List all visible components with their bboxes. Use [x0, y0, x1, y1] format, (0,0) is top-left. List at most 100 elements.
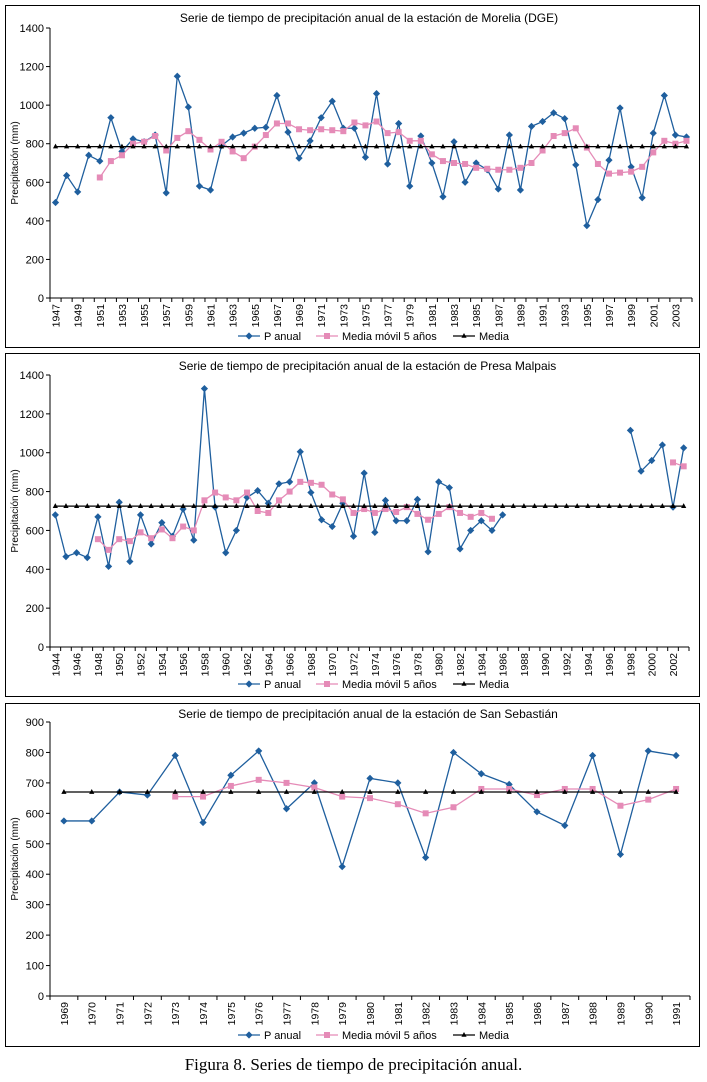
data-point-media-movil — [645, 796, 652, 803]
data-point-media — [108, 143, 114, 149]
data-point-p-anual — [306, 137, 314, 145]
data-point-media — [52, 143, 59, 149]
data-point-media-movil — [561, 785, 568, 792]
data-point-media-movil — [414, 510, 421, 517]
data-point-media — [539, 143, 546, 149]
data-point-p-anual — [627, 163, 635, 171]
data-point-media — [74, 503, 80, 508]
x-tick-label: 1973 — [338, 304, 350, 328]
data-point-p-anual — [616, 850, 625, 859]
data-point-media — [116, 789, 123, 794]
y-tick-label: 200 — [26, 603, 44, 615]
data-point-media-movil — [533, 792, 540, 799]
data-point-media — [450, 789, 457, 794]
data-point-p-anual — [94, 513, 102, 521]
x-tick-label: 1968 — [306, 653, 318, 677]
x-tick-label: 1996 — [604, 653, 616, 677]
data-point-media-movil — [462, 160, 469, 167]
x-tick-label: 1982 — [455, 653, 467, 677]
legend-media-marker — [461, 681, 467, 686]
data-point-media — [373, 143, 380, 149]
data-point-p-anual — [439, 193, 447, 201]
data-point-media — [551, 143, 557, 149]
data-point-media-movil — [126, 538, 133, 545]
data-point-p-anual — [589, 751, 597, 760]
data-point-media-movil — [273, 120, 280, 127]
data-point-media — [172, 789, 178, 794]
data-point-p-anual — [229, 133, 237, 141]
data-point-media-movil — [339, 496, 346, 503]
data-point-media — [201, 503, 208, 508]
data-point-p-anual — [505, 131, 513, 139]
data-point-p-anual — [200, 385, 209, 393]
data-point-media — [681, 503, 687, 508]
data-point-p-anual — [83, 554, 91, 562]
series-line-p-anual — [54, 75, 687, 228]
x-tick-label: 1949 — [73, 304, 85, 328]
data-point-media-movil — [218, 138, 225, 145]
data-point-media-movil — [296, 126, 303, 133]
data-point-p-anual — [472, 159, 480, 167]
data-point-p-anual — [171, 751, 179, 760]
data-point-p-anual — [62, 553, 70, 561]
data-point-media-movil — [227, 782, 234, 789]
data-point-media-movil — [589, 785, 596, 792]
data-point-media-movil — [550, 133, 557, 139]
data-point-p-anual — [672, 751, 680, 760]
x-tick-label: 1987 — [493, 304, 505, 328]
data-point-media-movil — [406, 137, 413, 144]
legend-media-label: Media — [479, 1030, 510, 1042]
data-point-media — [84, 503, 90, 508]
data-point-media-movil — [561, 130, 568, 137]
data-point-p-anual — [284, 128, 292, 136]
data-point-media-movil — [617, 802, 624, 809]
data-point-media-movil — [318, 481, 325, 488]
data-point-media — [263, 143, 269, 149]
chart-panel-san-sebastian: Serie de tiempo de precipitación anual d… — [5, 703, 700, 1047]
data-point-media — [329, 503, 335, 508]
data-point-media — [506, 789, 512, 794]
data-point-p-anual — [422, 853, 430, 862]
data-point-media-movil — [190, 527, 197, 534]
x-tick-label: 1963 — [228, 304, 240, 328]
data-point-p-anual — [371, 528, 379, 536]
x-tick-label: 1983 — [449, 304, 461, 328]
x-tick-label: 1997 — [604, 304, 616, 328]
y-tick-label: 500 — [26, 839, 44, 851]
data-point-p-anual — [550, 109, 558, 117]
legend-media-movil-label: Media móvil 5 años — [342, 331, 437, 343]
chart-san-sebastian: Serie de tiempo de precipitación anual d… — [10, 707, 691, 1042]
data-point-media — [148, 503, 154, 508]
legend-media-movil-label: Media móvil 5 años — [342, 1030, 437, 1042]
data-point-media-movil — [393, 508, 400, 515]
data-point-media-movil — [229, 148, 236, 155]
data-point-media-movil — [605, 170, 612, 177]
data-point-p-anual — [445, 484, 453, 492]
data-point-media — [585, 503, 591, 508]
data-point-media — [64, 143, 70, 149]
data-point-p-anual — [129, 135, 137, 143]
data-point-media — [200, 789, 206, 794]
data-point-media-movil — [451, 160, 458, 166]
x-tick-label: 1966 — [285, 653, 297, 677]
data-point-p-anual — [240, 129, 248, 137]
data-point-media — [196, 143, 203, 149]
x-tick-label: 1955 — [139, 304, 151, 328]
data-point-p-anual — [51, 198, 60, 207]
data-point-media — [639, 143, 645, 149]
data-point-media — [590, 789, 596, 794]
data-point-media-movil — [617, 169, 624, 176]
data-point-p-anual — [338, 863, 346, 871]
data-point-media — [418, 143, 424, 149]
data-point-p-anual — [372, 89, 381, 98]
data-point-media-movil — [428, 151, 435, 158]
data-point-media — [672, 143, 678, 149]
data-point-media-movil — [94, 536, 101, 543]
y-tick-label: 0 — [38, 293, 44, 305]
x-tick-label: 1980 — [434, 653, 446, 677]
data-point-media — [393, 503, 399, 508]
data-point-media-movil — [467, 513, 474, 520]
data-point-media — [159, 503, 165, 508]
data-point-media — [351, 143, 357, 149]
legend-media-movil-marker — [324, 681, 330, 687]
